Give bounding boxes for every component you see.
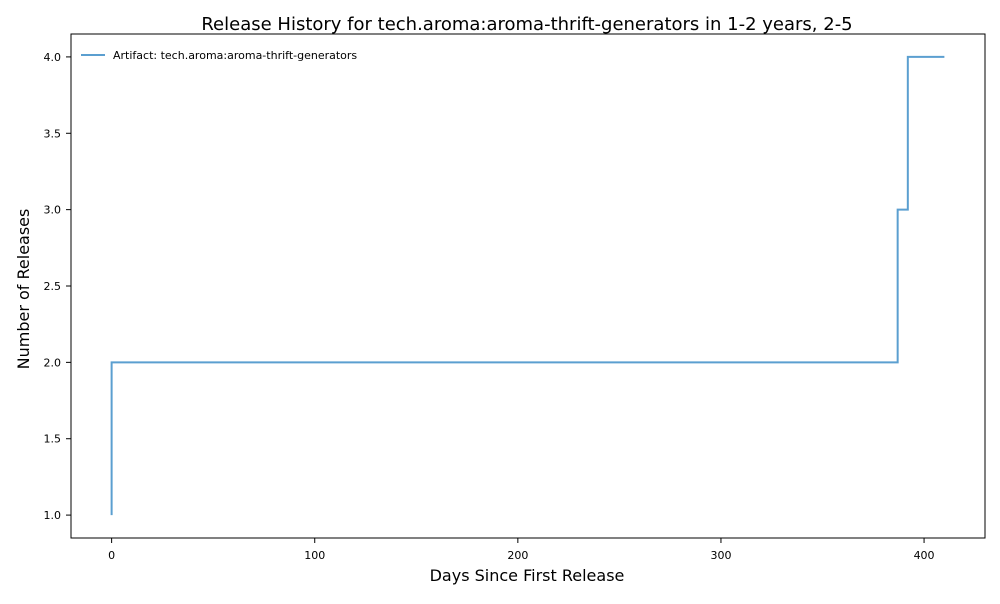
y-tick-label: 1.0 bbox=[44, 509, 62, 522]
x-tick-label: 300 bbox=[710, 549, 731, 562]
x-tick-label: 0 bbox=[108, 549, 115, 562]
legend-label: Artifact: tech.aroma:aroma-thrift-genera… bbox=[113, 49, 357, 62]
chart-title: Release History for tech.aroma:aroma-thr… bbox=[201, 14, 852, 35]
x-tick-label: 100 bbox=[304, 549, 325, 562]
y-axis-label: Number of Releases bbox=[14, 209, 33, 370]
y-axis-ticks: 1.0 1.5 2.0 2.5 3.0 3.5 4.0 bbox=[44, 51, 71, 522]
y-tick-label: 3.5 bbox=[44, 127, 62, 140]
plot-area bbox=[70, 33, 986, 539]
series-line-0 bbox=[110, 55, 945, 516]
y-tick-label: 1.5 bbox=[44, 433, 62, 446]
y-tick-label: 4.0 bbox=[44, 51, 62, 64]
series-layer bbox=[110, 55, 945, 516]
x-tick-label: 200 bbox=[507, 549, 528, 562]
x-tick-label: 400 bbox=[914, 549, 935, 562]
y-tick-label: 2.0 bbox=[44, 356, 62, 369]
y-tick-label: 2.5 bbox=[44, 280, 62, 293]
y-tick-label: 3.0 bbox=[44, 204, 62, 217]
legend: Artifact: tech.aroma:aroma-thrift-genera… bbox=[81, 49, 357, 62]
x-axis-label: Days Since First Release bbox=[430, 566, 625, 585]
x-axis-ticks: 0 100 200 300 400 bbox=[108, 538, 935, 562]
